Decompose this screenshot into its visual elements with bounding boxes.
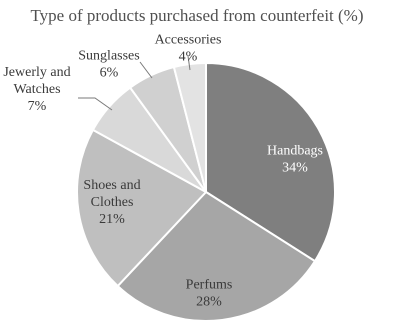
chart-title: Type of products purchased from counterf… bbox=[30, 6, 363, 25]
slice-name: Sunglasses bbox=[78, 49, 139, 64]
data-label-jewerly-and-watches: Jewerly and Watches 7% bbox=[3, 65, 70, 114]
slice-value: 21% bbox=[99, 212, 125, 227]
slice-name: Handbags bbox=[267, 144, 323, 159]
pie-leader-lines bbox=[78, 55, 191, 111]
pie-slice-shoes-and-clothes bbox=[76, 128, 208, 288]
slice-value: 4% bbox=[179, 50, 198, 65]
pie-slice-perfums bbox=[116, 190, 317, 322]
leader-line-accessories bbox=[187, 55, 191, 71]
pie-slice-accessories bbox=[172, 61, 207, 193]
pie-slices bbox=[76, 61, 336, 322]
data-label-sunglasses: Sunglasses 6% bbox=[78, 49, 139, 81]
leader-line-sunglasses bbox=[139, 61, 153, 79]
slice-value: 6% bbox=[100, 66, 119, 81]
slice-value: 7% bbox=[28, 99, 47, 114]
data-label-accessories: Accessories 4% bbox=[155, 33, 222, 65]
slice-name: Shoes and bbox=[83, 178, 140, 193]
data-label-handbags: Handbags 34% bbox=[267, 144, 323, 176]
data-label-shoes-and-clothes: Shoes and Clothes 21% bbox=[83, 178, 140, 227]
slice-value: 34% bbox=[282, 161, 308, 176]
slice-name: Clothes bbox=[91, 195, 134, 210]
slice-name: Watches bbox=[13, 82, 60, 97]
slice-name: Perfums bbox=[186, 278, 233, 293]
pie-labels: Handbags 34% Perfums 28% Shoes and Clothes 21%… bbox=[3, 33, 323, 310]
data-label-perfums: Perfums 28% bbox=[186, 278, 233, 310]
slice-value: 28% bbox=[196, 295, 222, 310]
leader-line-jewerly-and-watches bbox=[78, 97, 113, 111]
slice-name: Accessories bbox=[155, 33, 222, 48]
slice-name: Jewerly and bbox=[3, 65, 70, 80]
